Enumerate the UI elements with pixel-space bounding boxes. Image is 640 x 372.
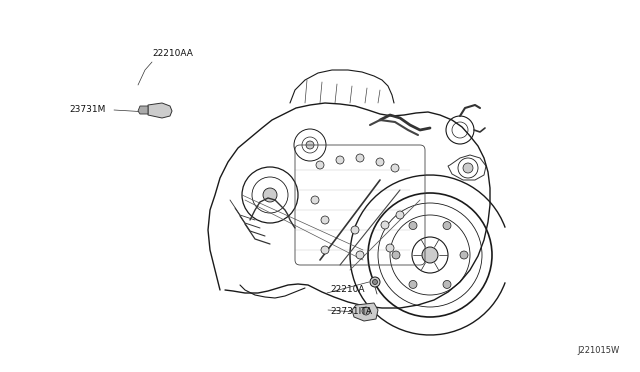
Text: 23731M: 23731M — [69, 106, 106, 115]
Circle shape — [370, 277, 380, 287]
Polygon shape — [138, 106, 148, 114]
Circle shape — [396, 211, 404, 219]
Polygon shape — [148, 103, 172, 118]
Circle shape — [386, 244, 394, 252]
Circle shape — [409, 280, 417, 288]
Text: 22210A: 22210A — [330, 285, 365, 295]
Circle shape — [321, 246, 329, 254]
Circle shape — [460, 251, 468, 259]
Text: 23731ITA: 23731ITA — [330, 308, 372, 317]
Circle shape — [463, 163, 473, 173]
Circle shape — [356, 251, 364, 259]
Circle shape — [443, 222, 451, 230]
Circle shape — [356, 154, 364, 162]
Circle shape — [409, 222, 417, 230]
Circle shape — [392, 251, 400, 259]
Circle shape — [443, 280, 451, 288]
Circle shape — [316, 161, 324, 169]
Circle shape — [372, 279, 378, 285]
Text: J221015W: J221015W — [578, 346, 620, 355]
Circle shape — [311, 196, 319, 204]
Circle shape — [422, 247, 438, 263]
Text: 22210AA: 22210AA — [152, 49, 193, 58]
Circle shape — [376, 158, 384, 166]
Circle shape — [391, 164, 399, 172]
Polygon shape — [352, 303, 378, 321]
Circle shape — [362, 307, 370, 315]
Circle shape — [351, 226, 359, 234]
Circle shape — [306, 141, 314, 149]
Circle shape — [336, 156, 344, 164]
Circle shape — [381, 221, 389, 229]
Circle shape — [263, 188, 277, 202]
Circle shape — [321, 216, 329, 224]
